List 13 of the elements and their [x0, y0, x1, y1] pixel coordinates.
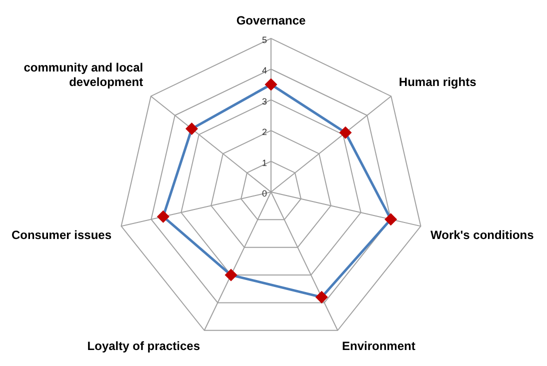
- y-tick-label: 0: [262, 188, 267, 198]
- y-tick-label: 4: [262, 66, 267, 76]
- spoke-label: Loyalty of practices: [87, 338, 200, 353]
- y-tick-label: 1: [262, 158, 267, 168]
- y-tick-label: 2: [262, 127, 267, 138]
- y-tick-label: 5: [262, 34, 267, 45]
- spoke-label: Consumer issues: [11, 228, 112, 242]
- spoke-label: community and local development: [24, 60, 144, 90]
- y-tick-label: 3: [262, 96, 267, 106]
- spoke-label: Work's conditions: [430, 228, 534, 242]
- spoke-label: Environment: [342, 338, 416, 353]
- spoke-label: Governance: [236, 14, 306, 28]
- spoke-label: Human rights: [398, 75, 477, 90]
